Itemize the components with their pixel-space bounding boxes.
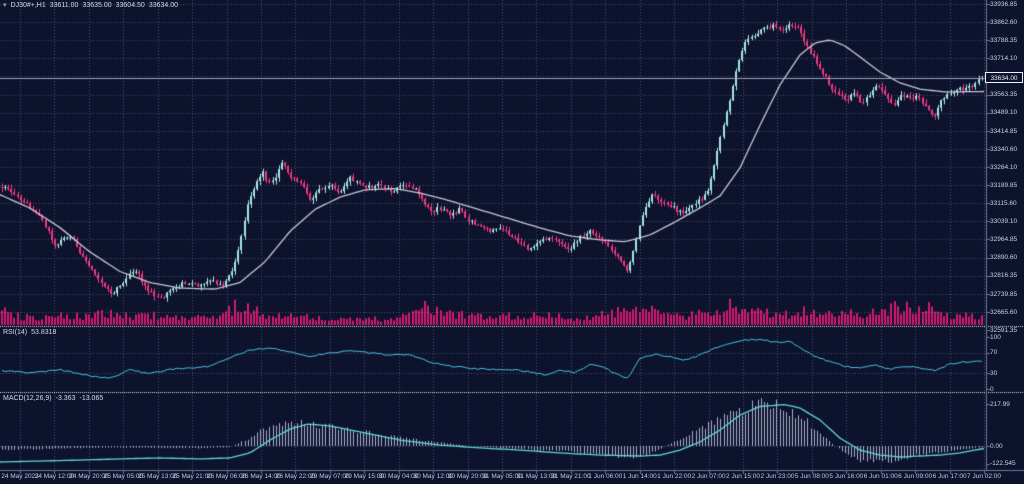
macd-main-value: -3.363	[55, 395, 76, 402]
bar-high-value: 33635.00	[82, 2, 112, 9]
symbol-ohlc-line: ▾ DJ30#+,H1 33611.00 33635.00 33604.50 33634.…	[3, 2, 182, 10]
macd-indicator-label: MACD(12,26,9) -3.363 -13.065	[3, 395, 107, 403]
bar-close-value: 33634.00	[148, 2, 179, 9]
macd-signal-value: -13.065	[79, 395, 104, 402]
bar-open-value: 33611.00	[49, 2, 79, 9]
bar-low-value: 33604.50	[115, 2, 145, 9]
rsi-indicator-label: RSI(14) 53.8318	[3, 329, 60, 337]
rsi-name: RSI(14)	[3, 329, 28, 336]
symbol-period-label: DJ30#+,H1	[10, 2, 46, 9]
rsi-current-value: 53.8318	[31, 329, 57, 336]
macd-name: MACD(12,26,9)	[3, 395, 52, 402]
current-price-tag: 33634.00	[985, 72, 1023, 83]
chevron-down-icon: ▾	[3, 2, 7, 9]
